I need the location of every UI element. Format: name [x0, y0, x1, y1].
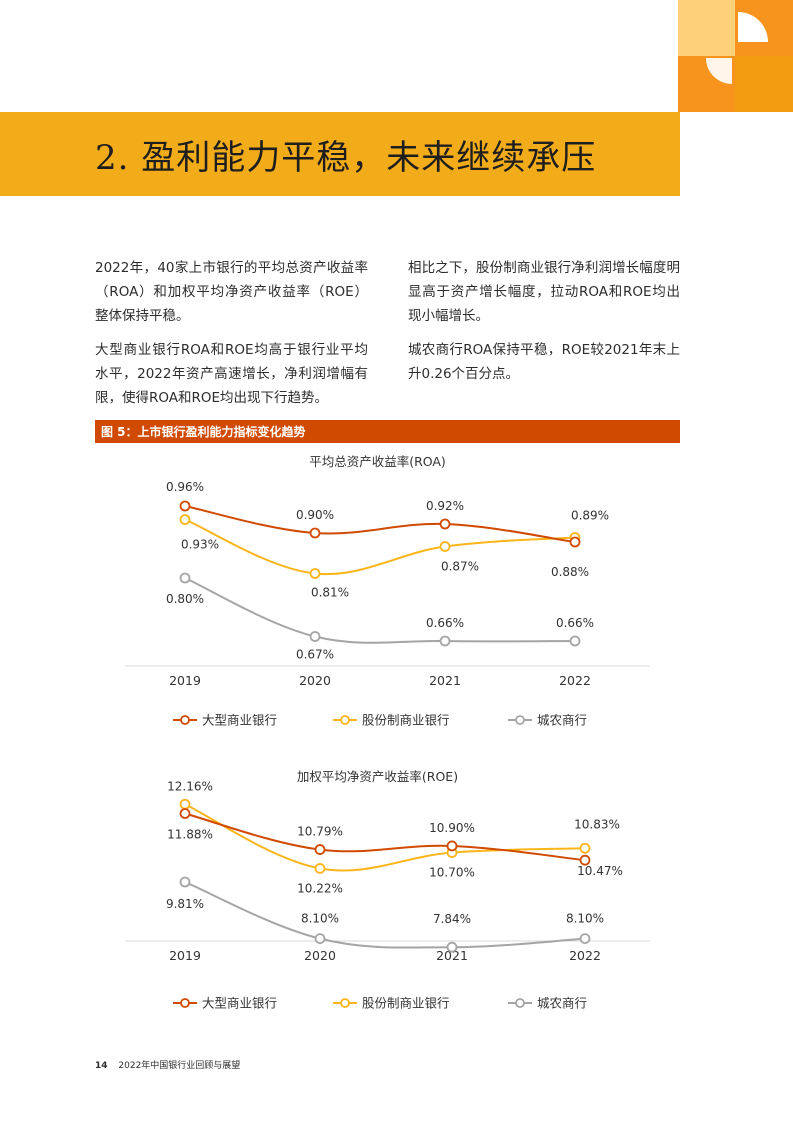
- x-tick-label: 2021: [436, 948, 468, 963]
- legend-label: 城农商行: [537, 713, 587, 728]
- data-label: 0.66%: [556, 616, 594, 630]
- data-label: 10.79%: [297, 825, 343, 839]
- legend-label: 股份制商业银行: [362, 713, 450, 728]
- series-line: [184, 577, 576, 644]
- legend-marker: [340, 715, 350, 725]
- data-label: 12.16%: [167, 779, 213, 793]
- data-label: 0.80%: [166, 592, 204, 606]
- data-point: [309, 568, 321, 579]
- data-label: 0.67%: [296, 648, 334, 662]
- data-point: [579, 854, 591, 866]
- data-point: [446, 941, 458, 953]
- data-point: [179, 808, 191, 819]
- data-label: 11.88%: [167, 828, 213, 842]
- roe-chart: 加权平均净资产收益率(ROE) 2019 2020 2021 2022 11.88% 10.…: [95, 763, 680, 1063]
- x-tick-label: 2022: [569, 948, 601, 963]
- paragraph: 2022年，40家上市银行的平均总资产收益率（ROA）和加权平均净资产收益率（R…: [95, 260, 368, 324]
- legend-label: 大型商业银行: [202, 713, 277, 728]
- data-point: [309, 631, 321, 642]
- data-label: 7.84%: [433, 912, 471, 926]
- legend-label: 城农商行: [537, 996, 587, 1011]
- data-point: [439, 518, 451, 530]
- series-line: [184, 803, 586, 872]
- corner-decoration: [678, 0, 793, 112]
- data-label: 0.93%: [181, 538, 219, 552]
- data-point: [314, 933, 326, 945]
- data-label: 0.90%: [296, 508, 334, 522]
- data-point: [579, 842, 591, 854]
- data-point: [314, 844, 326, 855]
- series-line: [184, 881, 586, 949]
- legend-label: 大型商业银行: [202, 996, 277, 1011]
- legend-marker: [515, 998, 525, 1008]
- data-label: 8.10%: [301, 912, 339, 926]
- chart-title: 平均总资产收益率(ROA): [309, 454, 446, 469]
- data-point: [179, 572, 191, 584]
- data-label: 10.47%: [577, 864, 623, 878]
- legend-marker: [515, 715, 525, 725]
- x-tick-label: 2022: [559, 673, 591, 688]
- data-label: 10.83%: [574, 817, 620, 831]
- series-line: [184, 505, 576, 543]
- data-label: 0.92%: [426, 499, 464, 513]
- roa-chart: 平均总资产收益率(ROA) 2019 2020 2021 2022 0.96% 0.90% 0…: [95, 448, 680, 748]
- series-line: [184, 518, 576, 576]
- data-point: [179, 514, 191, 525]
- data-point: [179, 798, 191, 810]
- data-point: [439, 541, 451, 552]
- data-label: 8.10%: [566, 912, 604, 926]
- right-column: 相比之下，股份制商业银行净利润增长幅度明显高于资产增长幅度，拉动ROA和ROE均…: [408, 256, 680, 396]
- data-point: [446, 840, 458, 852]
- title-band: 2. 盈利能力平稳，未来继续承压: [0, 112, 680, 196]
- data-label: 10.90%: [429, 821, 475, 835]
- data-point: [309, 527, 321, 539]
- data-label: 0.96%: [166, 480, 204, 494]
- paragraph: 大型商业银行ROA和ROE均高于银行业平均水平，2022年资产高速增长，净利润增…: [95, 342, 368, 406]
- data-point: [179, 500, 191, 512]
- footer-text: 2022年中国银行业回顾与展望: [118, 1061, 241, 1071]
- x-tick-label: 2020: [299, 673, 331, 688]
- series-line: [184, 812, 586, 862]
- data-label: 10.70%: [429, 866, 475, 880]
- chart-svg: 加权平均净资产收益率(ROE) 2019 2020 2021 2022 11.88% 10.…: [125, 769, 650, 1011]
- data-point: [569, 635, 581, 647]
- data-label: 0.87%: [441, 560, 479, 574]
- figure-caption: 图 5：上市银行盈利能力指标变化趋势: [101, 425, 306, 439]
- data-label: 0.66%: [426, 616, 464, 630]
- data-point: [439, 635, 451, 647]
- data-point: [314, 863, 326, 874]
- x-tick-label: 2019: [169, 948, 201, 963]
- data-point: [179, 876, 191, 888]
- chart-title: 加权平均净资产收益率(ROE): [297, 769, 458, 784]
- data-label: 10.22%: [297, 881, 343, 895]
- data-point: [579, 933, 591, 945]
- legend-marker: [180, 998, 190, 1008]
- left-column: 2022年，40家上市银行的平均总资产收益率（ROA）和加权平均净资产收益率（R…: [95, 256, 368, 420]
- data-label: 0.81%: [311, 586, 349, 600]
- paragraph: 城农商行ROA保持平稳，ROE较2021年末上升0.26个百分点。: [408, 342, 680, 382]
- page-number: 14: [95, 1061, 108, 1071]
- data-label: 0.89%: [571, 509, 609, 523]
- section-title: 2. 盈利能力平稳，未来继续承压: [95, 138, 597, 178]
- legend-marker: [340, 998, 350, 1008]
- legend-label: 股份制商业银行: [362, 996, 450, 1011]
- chart-svg: 平均总资产收益率(ROA) 2019 2020 2021 2022 0.96% 0.90% 0…: [125, 454, 650, 728]
- data-label: 9.81%: [166, 897, 204, 911]
- figure-caption-bar: 图 5：上市银行盈利能力指标变化趋势: [95, 420, 680, 443]
- legend-marker: [180, 715, 190, 725]
- x-tick-label: 2019: [169, 673, 201, 688]
- data-label: 0.88%: [551, 565, 589, 579]
- data-point: [569, 536, 581, 548]
- paragraph: 相比之下，股份制商业银行净利润增长幅度明显高于资产增长幅度，拉动ROA和ROE均…: [408, 260, 680, 324]
- x-tick-label: 2020: [304, 948, 336, 963]
- x-tick-label: 2021: [429, 673, 461, 688]
- page-footer: 14 2022年中国银行业回顾与展望: [95, 1058, 240, 1071]
